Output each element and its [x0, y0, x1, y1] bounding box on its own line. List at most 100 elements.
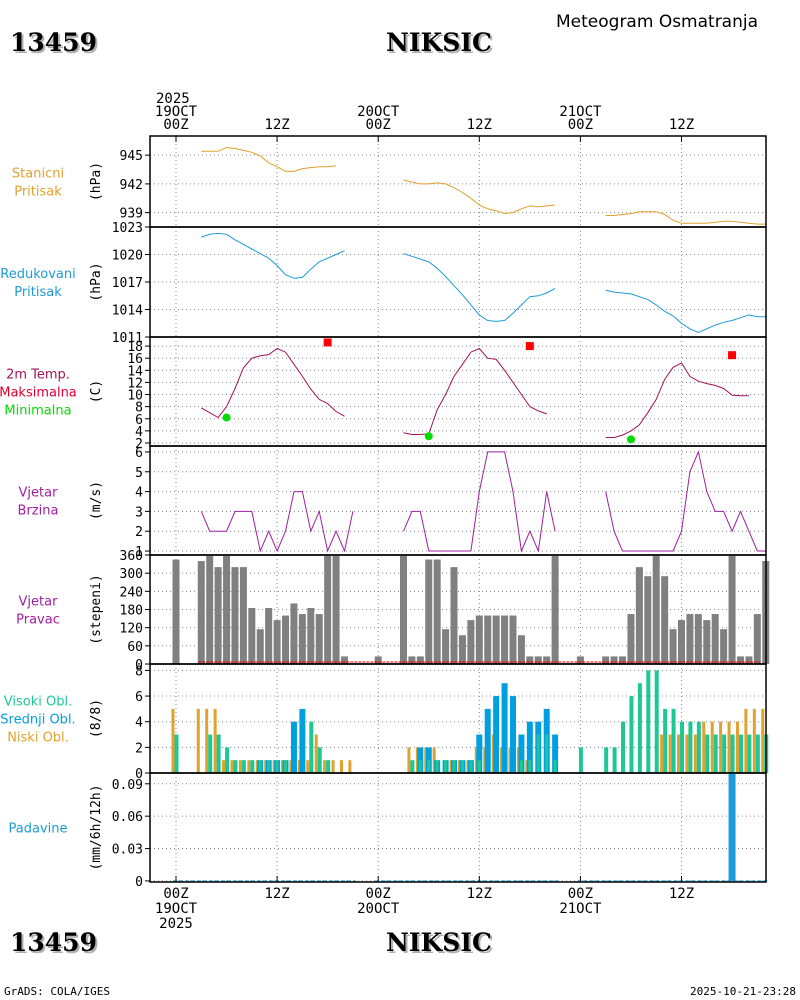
- low-cloud-bar: [677, 734, 680, 773]
- high-cloud-bar: [460, 760, 464, 773]
- station-id-bottom: 13459: [10, 928, 97, 957]
- low-cloud-bar: [407, 747, 411, 773]
- ytick-label-1: 4: [135, 425, 143, 440]
- panel-label-reduced_pressure-1: Pritisak: [14, 285, 62, 300]
- wind-dir-bar: [517, 635, 525, 664]
- time-label-bottom-4-1: 21OCT: [559, 901, 602, 917]
- low-cloud-bar: [222, 760, 226, 773]
- ytick-label-1: 942: [120, 178, 143, 193]
- ytick-label-1: 2: [135, 525, 143, 540]
- high-cloud-bar: [680, 721, 684, 773]
- high-cloud-bar: [309, 721, 314, 773]
- footer-timestamp: 2025-10-21-23:28: [690, 985, 796, 998]
- high-cloud-bar: [755, 734, 760, 773]
- time-label-top-0-2: 00Z: [163, 117, 188, 133]
- high-cloud-bar: [629, 696, 634, 773]
- wind-dir-bar: [619, 656, 627, 664]
- high-cloud-bar: [654, 670, 659, 773]
- series-line-wind_speed-0: [200, 491, 354, 553]
- wind-dir-bar: [736, 656, 744, 664]
- wind-dir-bar: [341, 656, 348, 664]
- wind-dir-bar: [509, 615, 517, 664]
- wind-dir-bar: [197, 561, 205, 664]
- high-cloud-bar: [435, 760, 439, 773]
- wind-dir-bar: [652, 555, 660, 664]
- low-cloud-bar: [744, 708, 748, 773]
- station-id-top: 13459: [10, 28, 97, 57]
- high-cloud-bar: [713, 734, 718, 773]
- wind-dir-bar: [576, 656, 584, 664]
- high-cloud-bar: [688, 721, 693, 773]
- wind-dir-bar: [551, 555, 559, 664]
- low-cloud-bar: [719, 721, 723, 773]
- high-cloud-bar: [528, 760, 532, 773]
- high-cloud-bar: [612, 747, 617, 773]
- high-cloud-bar: [452, 760, 456, 773]
- low-cloud-bar: [171, 708, 175, 773]
- ylabel-reduced_pressure: (hPa): [89, 262, 104, 301]
- wind-dir-bar: [248, 607, 256, 664]
- mid-cloud-bar: [501, 683, 508, 773]
- panel-station_pressure: 939 942 945 (hPa) Stanicni Pritisak: [12, 135, 767, 228]
- wind-dir-bar: [256, 629, 264, 664]
- low-cloud-bar: [348, 760, 352, 773]
- ylabel-clouds: (8/8): [89, 699, 104, 738]
- high-cloud-bar: [258, 760, 262, 773]
- ylabel-temperature: (C): [89, 380, 104, 403]
- wind-dir-bar: [694, 614, 702, 664]
- ytick-label-0: 0: [135, 658, 143, 673]
- high-cloud-bar: [621, 721, 626, 773]
- high-cloud-bar: [730, 734, 735, 773]
- high-cloud-bar: [241, 760, 246, 773]
- time-label-bottom-0-1: 19OCT: [155, 901, 198, 917]
- tmin-marker: [626, 435, 635, 444]
- ytick-label-0: 0: [135, 875, 143, 890]
- ytick-label-2: 945: [120, 149, 143, 164]
- time-label-top-0-0: 2025: [156, 91, 190, 107]
- panel-label-temperature-0: 2m Temp.: [6, 368, 70, 383]
- ytick-label-4: 5: [135, 466, 143, 481]
- wind-dir-bar: [206, 555, 214, 664]
- high-cloud-bar: [444, 760, 448, 773]
- series-line-wind_speed-2: [605, 450, 766, 552]
- low-cloud-bar: [752, 708, 756, 773]
- ytick-label-5: 6: [135, 446, 143, 461]
- series-line-station_pressure-0: [201, 146, 337, 172]
- wind-dir-bar: [265, 607, 273, 664]
- high-cloud-bar: [208, 734, 213, 773]
- wind-dir-bar: [425, 559, 433, 664]
- ylabel-wind_speed: (m/s): [89, 481, 104, 520]
- ytick-label-5: 300: [120, 567, 143, 582]
- low-cloud-bar: [761, 708, 765, 773]
- high-cloud-bar: [250, 760, 255, 773]
- wind-dir-bar: [475, 615, 483, 664]
- wind-dir-bar: [307, 607, 315, 664]
- high-cloud-bar: [418, 760, 422, 773]
- ytick-label-4: 240: [120, 585, 143, 600]
- series-line-temperature-2: [605, 362, 749, 438]
- wind-dir-bar: [678, 620, 685, 664]
- time-label-top-0-1: 19OCT: [155, 104, 198, 120]
- time-label-top-4-0: 21OCT: [559, 104, 602, 120]
- wind-dir-bar: [290, 603, 298, 664]
- ytick-label-6: 360: [120, 549, 143, 564]
- high-cloud-bar: [663, 708, 668, 773]
- ylabel-precipitation: (mm/6h/12h): [89, 784, 104, 870]
- time-label-top-5-0: 12Z: [669, 117, 694, 133]
- wind-dir-bar: [745, 656, 753, 664]
- time-label-top-3-0: 12Z: [467, 117, 492, 133]
- low-cloud-bar: [306, 760, 310, 773]
- time-label-bottom-5-0: 12Z: [669, 886, 694, 902]
- panel-label-station_pressure-0: Stanicni: [12, 167, 64, 182]
- low-cloud-bar: [196, 708, 200, 773]
- high-cloud-bar: [578, 747, 583, 773]
- precip-bar: [728, 773, 736, 881]
- wind-dir-bar: [172, 559, 180, 664]
- low-cloud-bar: [230, 760, 234, 773]
- high-cloud-bar: [326, 760, 331, 773]
- wind-dir-bar: [610, 656, 618, 664]
- wind-dir-bar: [214, 567, 222, 664]
- meteogram-title: Meteogram Osmatranja: [556, 12, 759, 32]
- series-line-temperature-0: [201, 347, 345, 419]
